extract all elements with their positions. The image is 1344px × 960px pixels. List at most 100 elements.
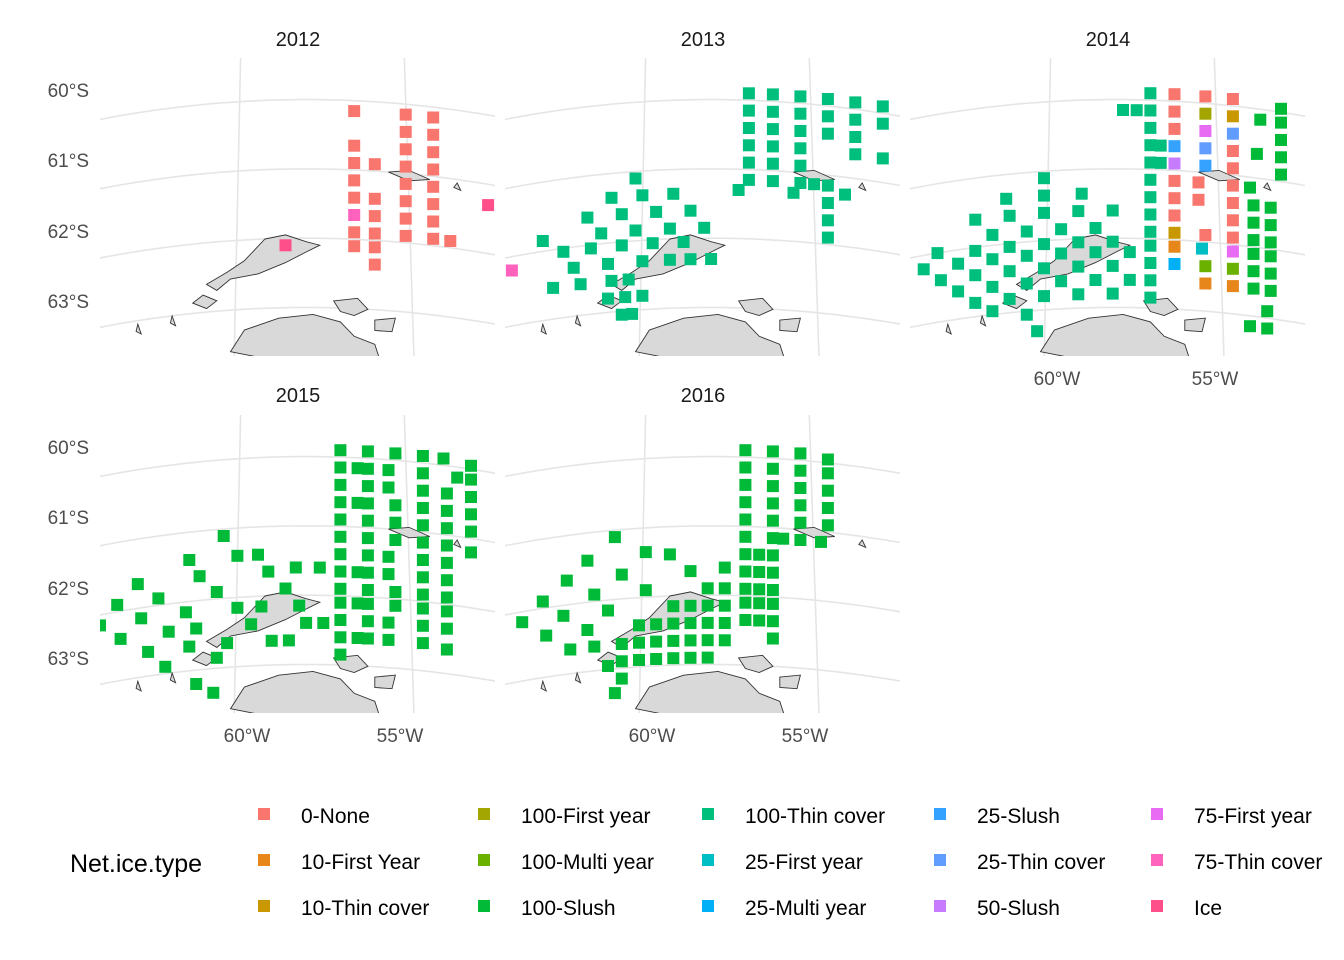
data-point <box>1264 236 1277 249</box>
land-polygon <box>574 314 582 327</box>
legend-label: Ice <box>1194 897 1222 920</box>
data-point <box>821 127 834 140</box>
data-point <box>465 525 477 538</box>
data-point <box>934 274 947 287</box>
data-point <box>766 157 779 170</box>
data-point <box>684 634 697 647</box>
data-point <box>986 228 999 241</box>
data-point <box>766 445 779 458</box>
data-point <box>313 561 326 574</box>
data-point <box>1072 205 1085 218</box>
data-point <box>1226 262 1239 275</box>
data-point <box>1168 209 1181 222</box>
data-point <box>361 462 374 475</box>
land-polygon <box>779 674 801 690</box>
data-point <box>667 652 680 665</box>
data-point <box>348 209 361 221</box>
graticule-lon <box>638 58 647 356</box>
data-point <box>917 263 930 276</box>
data-point <box>1226 280 1239 293</box>
data-point <box>739 530 752 543</box>
data-point <box>639 584 652 597</box>
data-point <box>427 198 440 211</box>
data-point <box>684 651 697 664</box>
data-point <box>739 513 752 526</box>
data-point <box>1264 267 1277 280</box>
graticule-lat <box>910 306 1305 329</box>
data-point <box>684 253 697 266</box>
data-point <box>114 632 127 645</box>
facet-strip-2015: 2015 <box>276 385 321 407</box>
data-point <box>608 531 621 544</box>
data-point <box>427 215 440 228</box>
data-point <box>183 640 196 653</box>
data-point <box>207 686 220 699</box>
y-tick-label: 63°S <box>48 292 89 313</box>
data-point <box>300 616 313 629</box>
data-point <box>382 568 395 581</box>
data-point <box>351 496 364 509</box>
data-point <box>351 597 364 610</box>
data-point <box>193 570 206 583</box>
data-point <box>368 227 381 240</box>
data-point <box>705 253 718 265</box>
legend-label: 100-Thin cover <box>745 805 885 828</box>
data-point <box>399 108 412 121</box>
data-point <box>821 93 834 105</box>
legend-label: 25-Thin cover <box>977 851 1105 874</box>
data-point <box>334 461 347 474</box>
land-polygon <box>229 670 380 713</box>
data-point <box>547 281 560 294</box>
land-polygon <box>1263 182 1272 192</box>
data-point <box>361 549 374 562</box>
data-point <box>701 599 714 612</box>
data-point <box>574 278 587 291</box>
legend-key <box>934 808 946 820</box>
data-point <box>1123 246 1136 259</box>
data-point <box>348 157 361 169</box>
data-point <box>416 602 429 615</box>
data-point <box>839 188 851 201</box>
data-point <box>279 239 292 252</box>
data-point <box>588 640 601 653</box>
data-point <box>636 289 649 302</box>
data-point <box>416 536 429 549</box>
graticule-lon <box>403 415 415 713</box>
data-point <box>794 447 807 460</box>
data-point <box>742 122 755 134</box>
land-polygon <box>453 539 462 549</box>
data-point <box>1168 258 1181 270</box>
data-point <box>739 614 752 626</box>
data-point <box>210 586 223 598</box>
data-point <box>1106 204 1119 217</box>
graticule-lat <box>505 663 900 686</box>
data-point <box>564 643 577 656</box>
data-point <box>368 210 381 223</box>
graticule-lat <box>100 237 495 259</box>
data-point <box>348 226 361 239</box>
data-point <box>663 548 676 561</box>
data-point <box>210 651 223 664</box>
data-point <box>368 192 381 205</box>
data-point <box>334 496 347 509</box>
data-point <box>650 205 663 218</box>
data-point <box>334 582 347 595</box>
graticule-lat <box>505 168 900 190</box>
land-polygon <box>205 591 322 648</box>
data-point <box>382 464 395 477</box>
legend-key <box>702 808 714 820</box>
land-polygon <box>779 317 801 333</box>
land-polygon <box>793 169 835 182</box>
data-point <box>1247 199 1260 212</box>
data-point <box>1154 139 1167 152</box>
data-point <box>1072 236 1085 249</box>
data-point <box>465 508 477 521</box>
data-point <box>1038 206 1050 219</box>
data-point <box>440 487 453 500</box>
data-point <box>159 660 172 673</box>
data-point <box>753 597 766 610</box>
graticule-lon <box>808 415 820 713</box>
data-point <box>821 519 834 532</box>
data-point <box>1199 142 1212 155</box>
graticule-lat <box>505 98 900 121</box>
